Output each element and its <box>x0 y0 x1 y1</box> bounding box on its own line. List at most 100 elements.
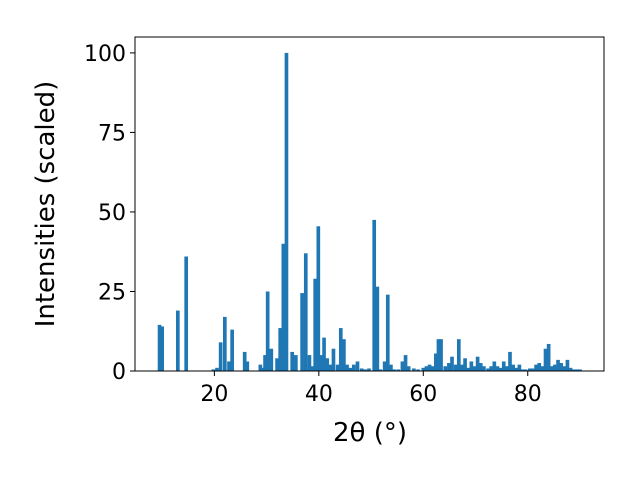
bar <box>475 356 480 371</box>
bar <box>363 369 368 371</box>
bar <box>211 369 216 371</box>
bar <box>385 294 390 371</box>
bar <box>508 351 512 371</box>
bar <box>275 358 279 371</box>
bar <box>375 286 380 371</box>
bar <box>242 351 247 371</box>
bar <box>463 358 467 371</box>
bar <box>290 351 295 371</box>
bar <box>338 328 343 371</box>
bar <box>412 368 416 371</box>
bar <box>447 363 451 371</box>
bar <box>559 363 564 371</box>
bar <box>348 367 353 371</box>
bar <box>322 337 326 371</box>
bar <box>176 310 180 371</box>
bar <box>230 329 234 371</box>
bar <box>294 355 298 371</box>
bar <box>489 366 494 371</box>
bar <box>261 367 265 371</box>
bar <box>160 326 164 371</box>
bar <box>265 291 270 371</box>
bar <box>443 366 448 371</box>
bar <box>460 364 464 371</box>
bar <box>546 343 551 371</box>
bar <box>498 367 503 371</box>
bar <box>328 364 333 371</box>
bar <box>495 366 500 371</box>
bar <box>307 355 312 371</box>
bar <box>278 328 283 371</box>
bar <box>537 363 542 371</box>
x-axis-label: 2θ (°) <box>333 418 407 448</box>
bar <box>227 361 231 371</box>
bar <box>421 367 426 371</box>
bar <box>517 364 522 371</box>
bar <box>392 369 396 371</box>
bar <box>571 369 576 371</box>
bar <box>406 366 411 371</box>
bar <box>439 339 443 371</box>
bar <box>575 369 579 371</box>
bar <box>316 226 321 371</box>
bar <box>355 361 360 371</box>
bar <box>284 52 289 372</box>
bar <box>335 364 340 371</box>
y-tick-label: 25 <box>98 280 126 305</box>
bar <box>511 364 515 371</box>
bar <box>359 368 364 371</box>
bar <box>215 367 219 371</box>
bar <box>416 369 420 371</box>
x-tick-label: 80 <box>514 382 542 407</box>
bar <box>523 369 528 371</box>
bar <box>382 361 387 371</box>
bar <box>263 355 267 371</box>
bar <box>568 367 573 371</box>
bar <box>157 324 162 371</box>
bar <box>453 364 458 371</box>
bar <box>400 361 405 371</box>
bar <box>310 366 315 371</box>
bar <box>389 364 393 371</box>
bar <box>218 342 223 371</box>
bar <box>562 366 567 371</box>
y-tick-label: 75 <box>98 121 126 146</box>
x-tick-label: 60 <box>409 382 437 407</box>
bar <box>184 256 189 371</box>
bar <box>514 367 519 371</box>
bar <box>505 366 509 371</box>
bar <box>543 348 548 371</box>
bar <box>352 364 356 371</box>
bar <box>245 361 250 371</box>
bar <box>372 219 377 371</box>
bar <box>528 368 532 371</box>
x-tick-label: 20 <box>200 382 228 407</box>
bar <box>456 339 461 371</box>
bar <box>313 278 318 371</box>
bar <box>300 293 304 371</box>
bar <box>486 368 490 371</box>
x-axis-ticks: 20 40 60 80 <box>200 371 542 407</box>
bar <box>427 364 432 371</box>
bar <box>472 366 477 371</box>
plot-frame <box>134 36 605 372</box>
bar <box>520 369 525 371</box>
bar <box>319 355 324 371</box>
y-axis-ticks: 0 25 50 75 100 <box>84 42 135 385</box>
bar <box>450 356 454 371</box>
bar <box>531 368 535 371</box>
bar <box>396 369 401 371</box>
bar <box>325 358 330 371</box>
bar <box>466 367 471 371</box>
bar <box>556 359 560 371</box>
bar <box>565 359 570 371</box>
bar <box>578 369 582 371</box>
bar <box>345 364 349 371</box>
bar <box>492 361 497 371</box>
bar <box>501 361 506 371</box>
bar-series <box>157 52 582 372</box>
bar <box>269 348 274 371</box>
bar <box>430 366 435 371</box>
bar <box>367 368 371 371</box>
